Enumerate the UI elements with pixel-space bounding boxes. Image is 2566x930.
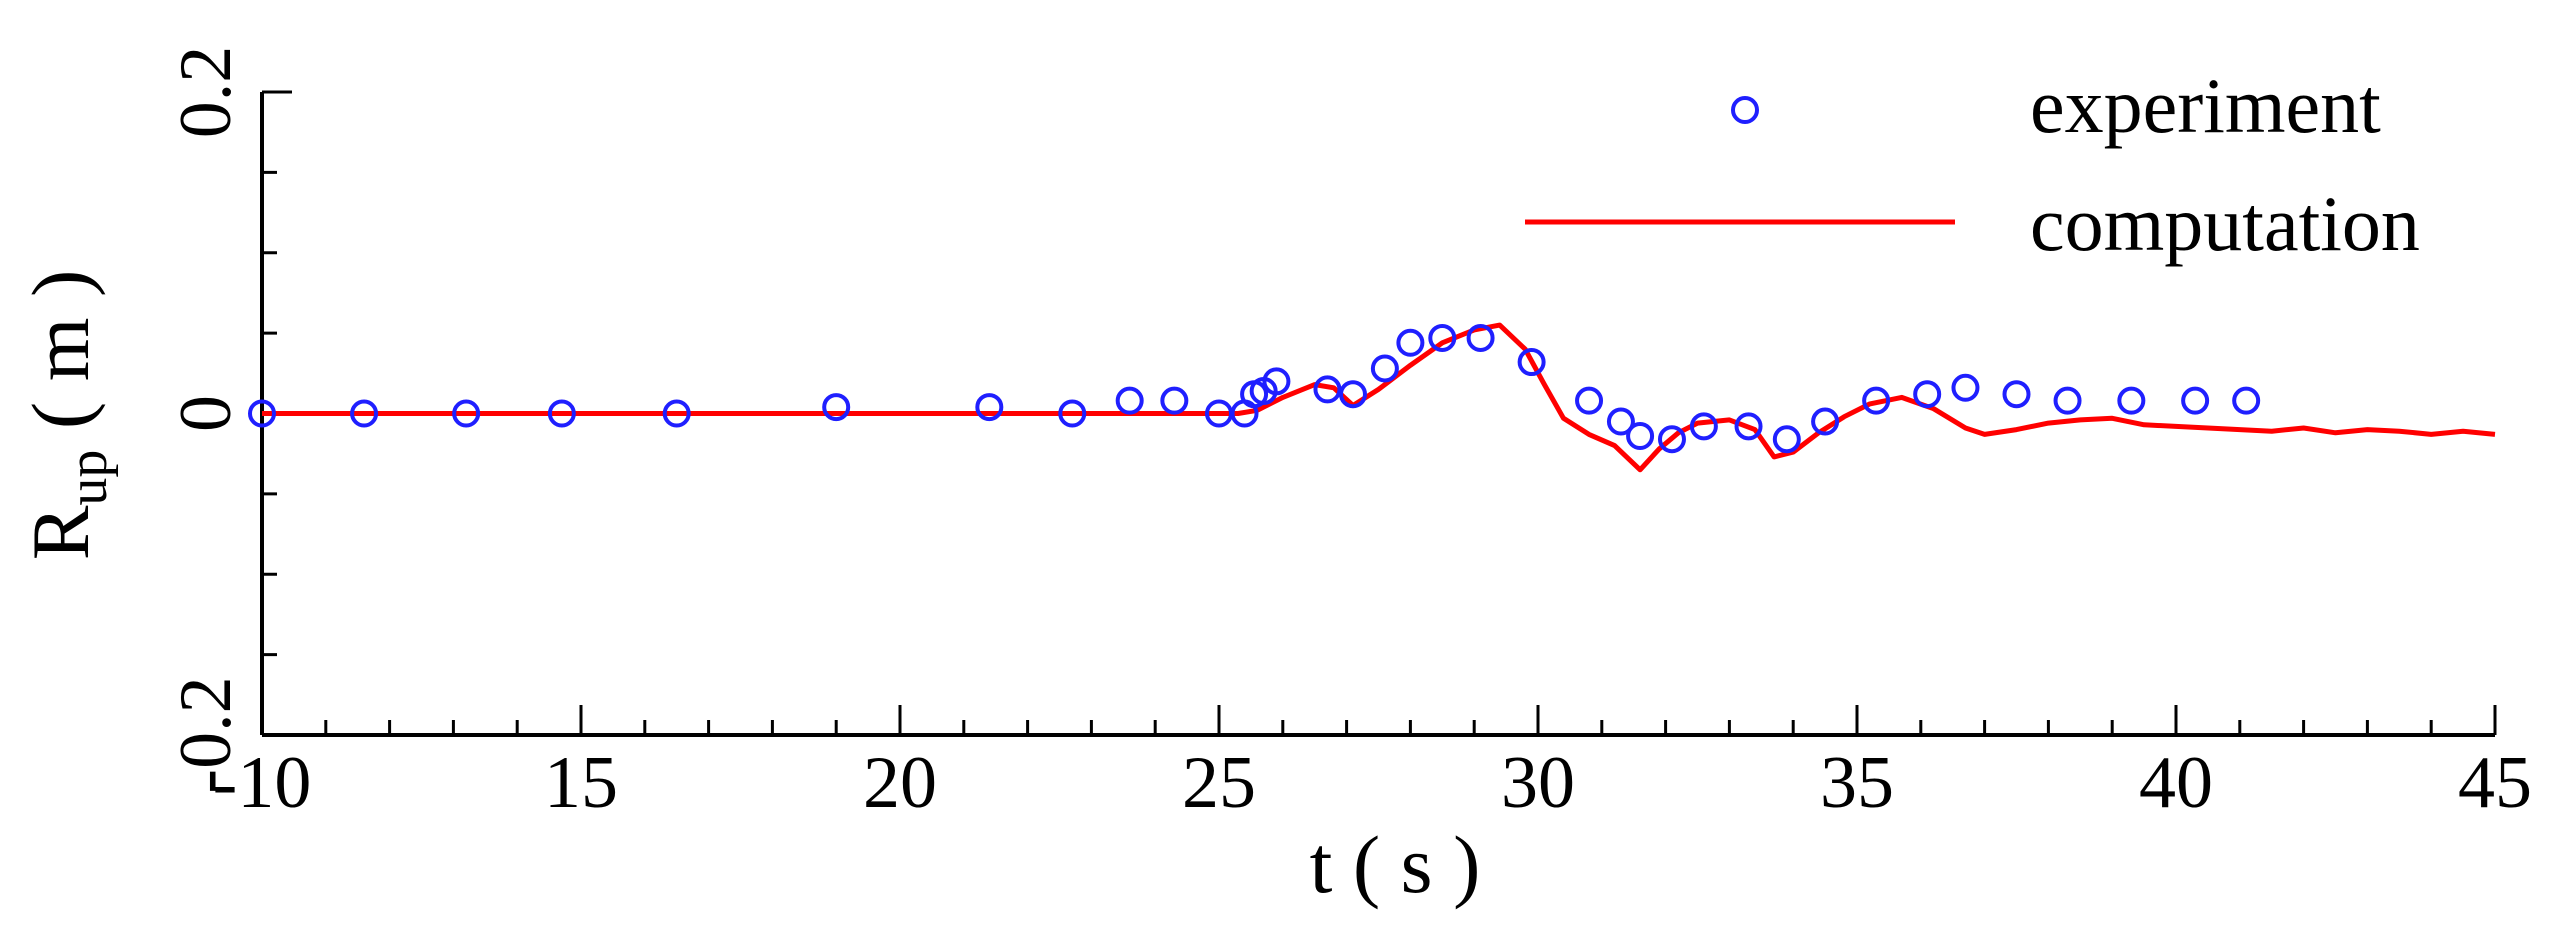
experiment-point <box>248 399 276 428</box>
computation-line <box>262 322 2496 473</box>
experiment-point <box>1575 386 1604 415</box>
experiment-point <box>1313 375 1342 404</box>
x-tick-label: -10 <box>213 742 312 824</box>
y-tick-label: -0.2 <box>165 676 247 793</box>
experiment-point <box>2002 380 2031 409</box>
experiment-point <box>1951 373 1980 402</box>
experiment-point <box>822 393 851 422</box>
series-experiment <box>248 323 2261 454</box>
x-tick-label: 30 <box>1501 742 1575 824</box>
experiment-point <box>1626 422 1655 451</box>
y-axis-label-main: R <box>15 505 106 560</box>
experiment-point <box>1811 407 1840 436</box>
x-axis-label: t ( s ) <box>1310 819 1481 910</box>
x-tick-label: 35 <box>1820 742 1894 824</box>
experiment-point <box>547 399 576 428</box>
experiment-point <box>1160 386 1189 415</box>
axis-labels: t ( s ) Rup ( m ) <box>15 270 1480 910</box>
experiment-point <box>1338 380 1367 409</box>
experiment-point <box>662 399 691 428</box>
x-tick-label: 15 <box>544 742 618 824</box>
experiment-point <box>1772 425 1801 454</box>
experiment-point <box>1396 328 1425 357</box>
y-axis-label: Rup ( m ) <box>15 270 119 561</box>
experiment-point <box>1913 380 1942 409</box>
experiment-point <box>2053 386 2082 415</box>
axes: -10 15 20 25 30 35 40 45 -0.2 0 0.2 <box>165 46 2532 824</box>
y-axis-label-subscript: up <box>57 450 119 506</box>
experiment-point <box>1466 323 1495 352</box>
y-tick-label: 0 <box>165 395 247 432</box>
series-computation <box>262 322 2496 473</box>
experiment-point <box>1370 354 1399 383</box>
experiment-point <box>2181 386 2210 415</box>
legend-label-computation: computation <box>2030 180 2420 267</box>
experiment-point <box>1734 412 1763 441</box>
experiment-point <box>2232 386 2261 415</box>
experiment-point <box>1262 367 1291 396</box>
experiment-point <box>1657 425 1686 454</box>
experiment-point <box>975 393 1004 422</box>
legend: experiment computation <box>1525 62 2420 267</box>
x-tick-label: 20 <box>863 742 937 824</box>
experiment-point <box>1428 323 1457 352</box>
y-axis-label-unit: ( m ) <box>15 270 106 450</box>
x-tick-label: 45 <box>2458 742 2532 824</box>
experiment-point <box>1862 386 1891 415</box>
experiment-point <box>1606 407 1635 436</box>
experiment-point <box>452 399 481 428</box>
experiment-point <box>2117 386 2146 415</box>
experiment-point <box>1689 412 1718 441</box>
legend-label-experiment: experiment <box>2030 62 2381 149</box>
experiment-point <box>1517 348 1546 377</box>
x-tick-label: 40 <box>2139 742 2213 824</box>
experiment-point <box>1115 386 1144 415</box>
y-tick-label: 0.2 <box>165 46 247 139</box>
x-tick-label: 25 <box>1182 742 1256 824</box>
legend-marker-experiment <box>1731 96 1759 124</box>
experiment-point <box>350 399 379 428</box>
experiment-point <box>1058 399 1087 428</box>
